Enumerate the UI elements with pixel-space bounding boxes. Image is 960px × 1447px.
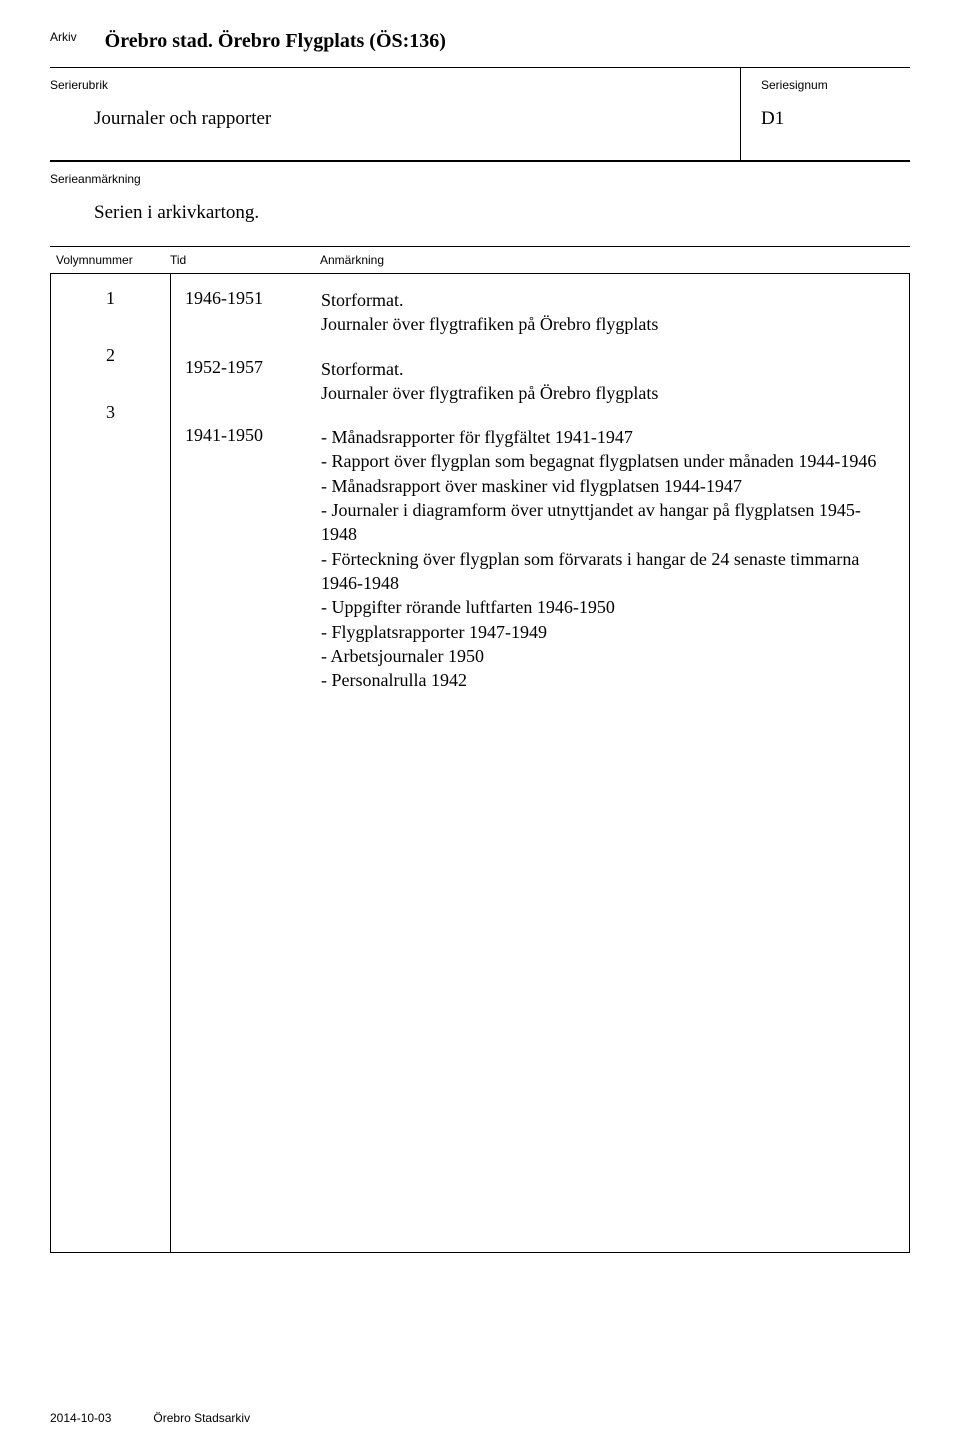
col-header-anm: Anmärkning (320, 253, 910, 267)
col-header-tid: Tid (170, 253, 320, 267)
footer-source: Örebro Stadsarkiv (153, 1411, 250, 1425)
table-row: 1946-1951 Storformat.Journaler över flyg… (171, 288, 909, 337)
table-row-vol: 1 (57, 288, 164, 309)
table-row: 1952-1957 Storformat.Journaler över flyg… (171, 357, 909, 406)
serierubrik-value: Journaler och rapporter (94, 108, 728, 130)
table-header: Volymnummer Tid Anmärkning (50, 247, 910, 273)
col-header-vol: Volymnummer (50, 253, 170, 267)
footer-date: 2014-10-03 (50, 1411, 111, 1425)
table-row-vol: 3 (57, 402, 164, 423)
arkiv-label: Arkiv (50, 30, 77, 44)
serierubrik-label: Serierubrik (50, 78, 728, 92)
table-row-tid: 1952-1957 (171, 357, 321, 406)
table-row: 1941-1950 - Månadsrapporter för flygfält… (171, 425, 909, 692)
table-row-anm: - Månadsrapporter för flygfältet 1941-19… (321, 425, 909, 692)
table-row-tid: 1941-1950 (171, 425, 321, 692)
serieanm-value: Serien i arkivkartong. (94, 202, 910, 224)
serieanm-label: Serieanmärkning (50, 172, 910, 186)
seriesignum-label: Seriesignum (761, 78, 898, 92)
seriesignum-value: D1 (761, 108, 898, 130)
table-row-tid: 1946-1951 (171, 288, 321, 337)
table-row-anm: Storformat.Journaler över flygtrafiken p… (321, 288, 909, 337)
archive-title: Örebro stad. Örebro Flygplats (ÖS:136) (105, 30, 446, 53)
table-body: 1 2 3 1946-1951 Storformat.Journaler öve… (50, 273, 910, 1253)
table-row-anm: Storformat.Journaler över flygtrafiken p… (321, 357, 909, 406)
page-footer: 2014-10-03 Örebro Stadsarkiv (50, 1411, 250, 1425)
table-row-vol: 2 (57, 345, 164, 366)
